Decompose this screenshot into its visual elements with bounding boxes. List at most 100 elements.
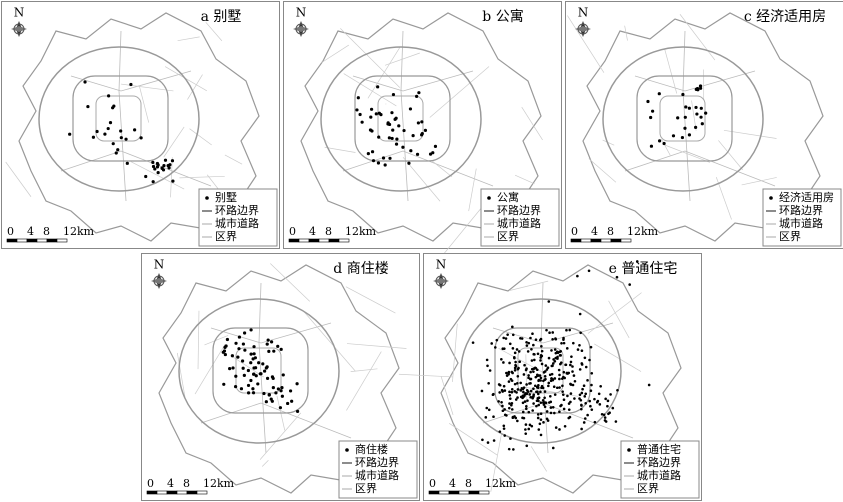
location-point	[249, 378, 253, 383]
location-point	[540, 344, 543, 348]
location-point	[529, 381, 532, 385]
district-boundary	[118, 30, 127, 202]
location-point	[387, 122, 392, 127]
location-point	[397, 124, 401, 128]
location-point	[111, 142, 115, 146]
location-point	[543, 370, 547, 373]
location-point	[565, 347, 569, 350]
location-point	[543, 405, 547, 409]
legend-symbol	[487, 196, 491, 200]
city-road	[661, 138, 671, 156]
location-point	[584, 365, 588, 369]
city-road	[194, 344, 226, 395]
location-point	[249, 328, 253, 332]
district-boundary	[342, 150, 494, 187]
location-point	[514, 360, 517, 364]
city-road	[187, 74, 203, 100]
ring-road	[354, 75, 451, 162]
location-point	[512, 448, 515, 451]
location-point	[525, 404, 528, 408]
location-point	[543, 375, 547, 378]
location-point	[553, 411, 556, 415]
location-point	[553, 377, 557, 380]
location-point	[280, 386, 284, 390]
location-point	[516, 419, 519, 423]
location-point	[553, 359, 557, 363]
location-point	[156, 171, 160, 175]
north-label: N	[14, 6, 25, 20]
location-point	[271, 386, 275, 390]
location-point	[525, 383, 528, 386]
location-point	[420, 120, 424, 124]
legend-label: 商住楼	[355, 442, 388, 456]
location-point	[548, 373, 552, 377]
location-point	[267, 392, 271, 397]
location-point	[276, 387, 280, 391]
location-point	[558, 354, 562, 357]
location-point	[521, 410, 525, 414]
scale-bar	[458, 490, 470, 495]
location-point	[502, 384, 506, 388]
location-point	[681, 92, 685, 97]
location-point	[511, 325, 514, 329]
panel-title: e 普通住宅	[609, 261, 678, 277]
location-point	[251, 387, 255, 391]
location-point	[590, 408, 594, 411]
location-point	[500, 357, 503, 361]
location-point	[531, 332, 534, 335]
location-point	[381, 156, 386, 160]
legend-symbol	[205, 196, 209, 200]
location-point	[374, 112, 378, 116]
location-point	[537, 428, 541, 431]
location-point	[480, 389, 484, 393]
location-point	[599, 385, 602, 388]
location-point	[521, 401, 525, 405]
location-point	[409, 149, 413, 153]
legend-label: 区界	[355, 482, 377, 495]
location-point	[514, 364, 518, 368]
location-point	[519, 381, 522, 385]
scale-label: 8	[183, 477, 190, 490]
location-point	[615, 275, 619, 279]
location-point	[234, 374, 238, 378]
city-road	[602, 139, 615, 146]
location-point	[525, 389, 529, 392]
location-point	[108, 121, 113, 125]
location-point	[532, 387, 535, 391]
district-boundary	[682, 30, 691, 202]
location-point	[582, 421, 586, 424]
location-point	[519, 389, 523, 392]
location-point	[586, 379, 589, 382]
location-point	[171, 179, 175, 183]
scale-label: 0	[147, 477, 154, 490]
location-point	[252, 352, 256, 356]
scale-bar	[318, 238, 330, 243]
location-point	[547, 300, 551, 303]
location-point	[578, 397, 581, 400]
legend-label: 城市道路	[355, 468, 399, 482]
location-point	[231, 366, 235, 370]
city-road	[270, 263, 311, 302]
location-point	[527, 376, 530, 380]
district-boundary	[60, 150, 212, 187]
legend-label: 城市道路	[497, 216, 541, 230]
scale-label: 12km	[203, 477, 235, 490]
location-point	[522, 373, 526, 376]
location-point	[240, 359, 245, 363]
location-point	[542, 401, 545, 404]
location-point	[671, 134, 676, 138]
location-point	[527, 341, 531, 345]
location-point	[254, 366, 258, 370]
scale-bar	[298, 238, 310, 243]
location-point	[531, 395, 535, 399]
location-point	[549, 406, 553, 409]
ring-road	[494, 327, 591, 414]
scale-bar	[186, 490, 198, 495]
location-point	[428, 152, 433, 156]
city-road	[431, 160, 453, 178]
location-point	[495, 338, 499, 342]
location-point	[265, 376, 270, 381]
location-point	[433, 144, 438, 149]
location-point	[698, 84, 703, 88]
